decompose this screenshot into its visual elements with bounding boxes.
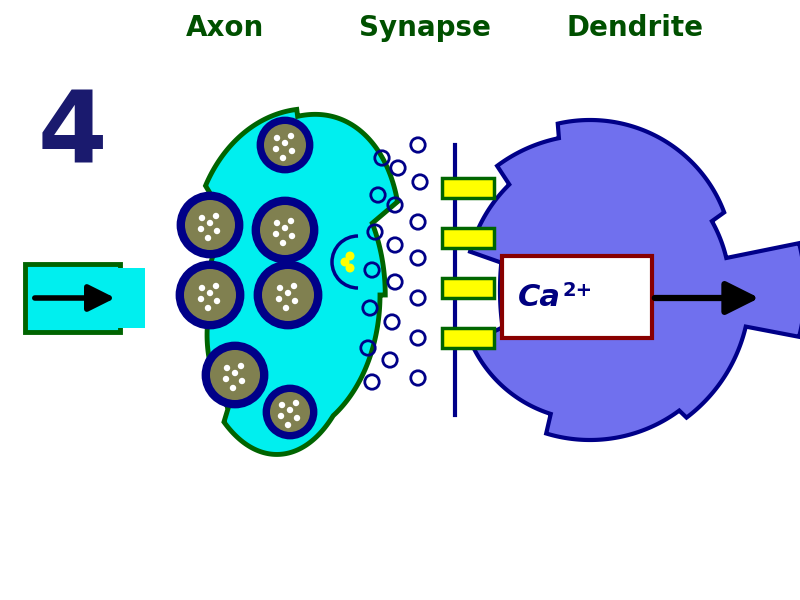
Circle shape: [206, 220, 213, 226]
Text: Axon: Axon: [186, 14, 264, 42]
Circle shape: [285, 290, 291, 296]
Circle shape: [288, 133, 294, 139]
Text: 4: 4: [38, 86, 106, 184]
Bar: [25, 264, 120, 332]
Circle shape: [280, 155, 286, 161]
Text: Dendrite: Dendrite: [566, 14, 703, 42]
Circle shape: [346, 251, 354, 260]
Circle shape: [292, 298, 298, 304]
Circle shape: [289, 148, 295, 154]
Polygon shape: [470, 120, 800, 440]
Circle shape: [253, 198, 317, 262]
Circle shape: [214, 298, 220, 304]
Circle shape: [203, 343, 267, 407]
Circle shape: [283, 305, 290, 311]
Circle shape: [282, 225, 288, 231]
Circle shape: [294, 415, 300, 421]
Circle shape: [205, 305, 211, 311]
Circle shape: [270, 392, 310, 432]
Circle shape: [260, 205, 310, 255]
Circle shape: [223, 376, 230, 382]
Circle shape: [285, 422, 291, 428]
Circle shape: [279, 402, 285, 408]
Circle shape: [287, 407, 293, 413]
Circle shape: [239, 378, 245, 384]
Circle shape: [213, 283, 219, 289]
Bar: [442, 178, 494, 198]
Circle shape: [178, 193, 242, 257]
Circle shape: [288, 218, 294, 224]
Circle shape: [293, 400, 299, 406]
Circle shape: [210, 350, 260, 400]
Text: Synapse: Synapse: [359, 14, 491, 42]
Circle shape: [346, 263, 354, 272]
Circle shape: [177, 262, 243, 328]
Circle shape: [341, 257, 350, 266]
Circle shape: [273, 146, 279, 152]
Circle shape: [258, 118, 312, 172]
Circle shape: [276, 296, 282, 302]
Bar: [110, 268, 145, 328]
Circle shape: [255, 262, 321, 328]
Bar: [442, 228, 494, 248]
Circle shape: [274, 220, 280, 226]
Circle shape: [199, 285, 205, 291]
Circle shape: [206, 290, 213, 296]
Circle shape: [205, 235, 211, 241]
Circle shape: [184, 269, 236, 321]
Polygon shape: [206, 109, 398, 454]
Circle shape: [224, 365, 230, 371]
Circle shape: [277, 285, 283, 291]
Circle shape: [274, 135, 280, 141]
Circle shape: [278, 413, 284, 419]
Circle shape: [238, 363, 244, 369]
Bar: [502, 256, 652, 338]
Circle shape: [282, 140, 288, 146]
Bar: [442, 278, 494, 298]
Circle shape: [185, 200, 235, 250]
Text: 2+: 2+: [562, 280, 592, 299]
Circle shape: [280, 240, 286, 246]
Circle shape: [289, 233, 295, 239]
Circle shape: [273, 231, 279, 237]
Circle shape: [264, 386, 316, 438]
Circle shape: [262, 269, 314, 321]
Circle shape: [232, 370, 238, 376]
Circle shape: [291, 283, 298, 289]
Circle shape: [198, 296, 204, 302]
Circle shape: [213, 213, 219, 219]
Text: Ca: Ca: [518, 283, 561, 311]
Circle shape: [199, 215, 205, 221]
Circle shape: [214, 228, 220, 234]
Bar: [442, 328, 494, 348]
Circle shape: [198, 226, 204, 232]
Circle shape: [230, 385, 236, 391]
Circle shape: [264, 124, 306, 166]
